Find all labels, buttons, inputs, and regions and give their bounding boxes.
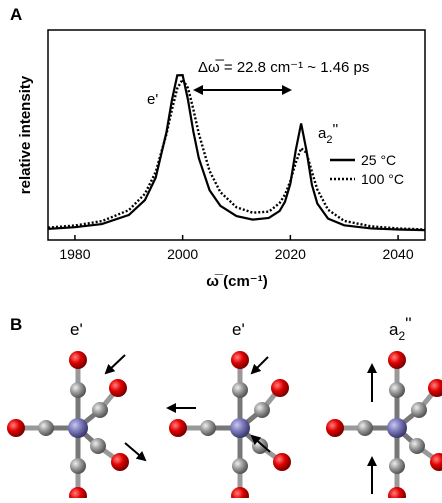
oxygen-atom: [111, 453, 129, 471]
oxygen-atom: [169, 419, 187, 437]
carbon-atom: [252, 438, 268, 454]
iron-atom: [387, 418, 407, 438]
plot-frame: [47, 29, 426, 241]
carbon-atom: [38, 420, 54, 436]
carbon-atom: [232, 458, 248, 474]
oxygen-atom: [428, 379, 442, 397]
oxygen-atom: [326, 419, 344, 437]
peak-label-sub: 2: [326, 134, 332, 146]
mode-label: a2'': [389, 314, 412, 343]
oxygen-atom: [271, 379, 289, 397]
peak-label: e': [147, 91, 158, 108]
mode-label-sub: 2: [398, 329, 405, 343]
oxygen-atom: [69, 487, 87, 503]
carbon-atom: [232, 382, 248, 398]
peak-label-base: a: [318, 125, 327, 142]
motion-arrow: [104, 354, 126, 375]
mode-label-base: e': [70, 320, 83, 339]
splitting-annotation: Δω̅ = 22.8 cm⁻¹ ~ 1.46 ps: [198, 59, 369, 76]
mode-label: e': [70, 320, 83, 339]
x-axis-label: ω̅ (cm⁻¹): [206, 273, 267, 290]
oxygen-atom: [231, 487, 249, 503]
legend-label: 25 °C: [361, 152, 396, 168]
carbon-atom: [90, 438, 106, 454]
oxygen-atom: [388, 487, 406, 503]
carbon-atom: [200, 420, 216, 436]
y-axis-label: relative intensity: [17, 75, 34, 194]
oxygen-atom: [109, 379, 127, 397]
legend-label: 100 °C: [361, 171, 404, 187]
motion-arrow: [124, 442, 147, 462]
iron-atom: [230, 418, 250, 438]
oxygen-atom: [273, 453, 291, 471]
oxygen-atom: [231, 351, 249, 369]
mode-label-sup: '': [405, 314, 412, 333]
carbon-atom: [70, 382, 86, 398]
carbon-atom: [254, 402, 270, 418]
mode-label: e': [232, 320, 245, 339]
peak-label-sup: '': [332, 121, 338, 138]
x-tick-label: 2040: [382, 246, 413, 262]
motion-arrow: [250, 434, 271, 453]
oxygen-atom: [430, 453, 442, 471]
carbon-atom: [357, 420, 373, 436]
x-tick-label: 2020: [275, 246, 306, 262]
panel-label: B: [10, 315, 22, 334]
iron-atom: [68, 418, 88, 438]
carbon-atom: [411, 402, 427, 418]
series-line: [47, 77, 426, 231]
molecule: [326, 351, 442, 503]
carbon-atom: [409, 438, 425, 454]
mode-label-base: a: [389, 320, 399, 339]
oxygen-atom: [69, 351, 87, 369]
x-tick-label: 2000: [167, 246, 198, 262]
carbon-atom: [389, 382, 405, 398]
oxygen-atom: [388, 351, 406, 369]
motion-arrow: [250, 356, 269, 375]
panel-label: A: [10, 5, 22, 24]
oxygen-atom: [7, 419, 25, 437]
series-line: [47, 74, 426, 232]
carbon-atom: [70, 458, 86, 474]
molecule: [7, 351, 129, 503]
carbon-atom: [389, 458, 405, 474]
x-tick-label: 1980: [59, 246, 90, 262]
peak-label: a2'': [318, 121, 338, 146]
carbon-atom: [92, 402, 108, 418]
molecule: [169, 351, 291, 503]
mode-label-base: e': [232, 320, 245, 339]
